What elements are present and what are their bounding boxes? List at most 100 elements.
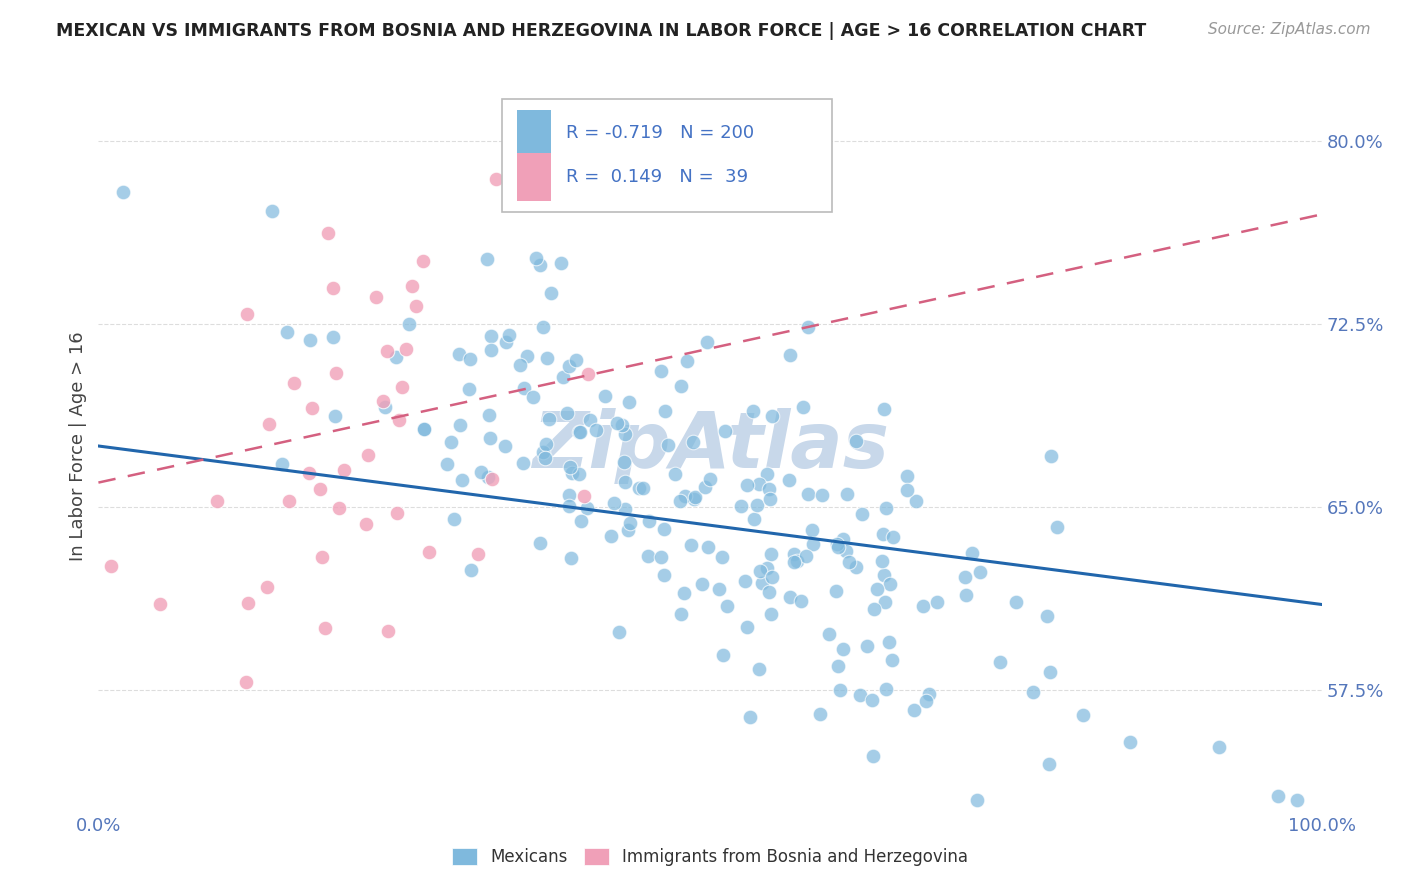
Point xyxy=(758,483,780,497)
Point xyxy=(149,597,172,611)
Point xyxy=(879,577,901,591)
Point xyxy=(831,641,853,656)
Point xyxy=(695,480,717,494)
Point xyxy=(714,425,737,439)
Point xyxy=(654,404,676,418)
Point xyxy=(699,472,721,486)
Point xyxy=(696,334,718,349)
Point xyxy=(827,540,849,554)
Point xyxy=(418,544,440,558)
Point xyxy=(912,599,935,613)
Point xyxy=(561,467,583,481)
Point xyxy=(756,467,779,481)
Point xyxy=(333,463,356,477)
Point xyxy=(607,624,630,639)
Point xyxy=(322,281,344,295)
Point xyxy=(711,648,734,662)
Point xyxy=(873,568,896,582)
Point xyxy=(401,278,423,293)
Point xyxy=(862,748,884,763)
Point xyxy=(111,185,134,199)
Point xyxy=(395,342,418,356)
Y-axis label: In Labor Force | Age > 16: In Labor Force | Age > 16 xyxy=(69,331,87,561)
Point xyxy=(328,500,350,515)
Point xyxy=(513,381,536,395)
Point xyxy=(747,498,769,512)
Point xyxy=(664,467,686,481)
Point xyxy=(650,550,672,565)
Point xyxy=(783,547,806,561)
Point xyxy=(436,457,458,471)
Point xyxy=(742,403,765,417)
Point xyxy=(650,364,672,378)
Point xyxy=(308,482,330,496)
Point xyxy=(576,368,599,382)
Bar xyxy=(502,99,832,212)
Point xyxy=(585,423,607,437)
Point xyxy=(955,588,977,602)
Point xyxy=(619,516,641,530)
Point xyxy=(1208,739,1230,754)
Point xyxy=(903,703,925,717)
Point xyxy=(896,469,918,483)
Point xyxy=(565,353,588,368)
Point xyxy=(915,693,938,707)
Point xyxy=(828,683,851,698)
Point xyxy=(457,382,479,396)
Point xyxy=(322,329,344,343)
Point xyxy=(278,494,301,508)
Point xyxy=(531,445,554,459)
Point xyxy=(749,564,772,578)
Point xyxy=(875,681,897,696)
Point xyxy=(593,389,616,403)
Point xyxy=(271,457,294,471)
Point xyxy=(412,254,434,268)
Point xyxy=(794,549,817,563)
Point xyxy=(575,500,598,515)
Point xyxy=(709,582,731,596)
Point xyxy=(669,379,692,393)
Point xyxy=(560,459,582,474)
Point xyxy=(529,536,551,550)
Point xyxy=(236,596,259,610)
Text: Source: ZipAtlas.com: Source: ZipAtlas.com xyxy=(1208,22,1371,37)
Point xyxy=(797,320,820,334)
Point xyxy=(325,409,347,423)
Point xyxy=(371,394,394,409)
Point xyxy=(838,555,860,569)
Point xyxy=(751,576,773,591)
Point xyxy=(735,620,758,634)
Point xyxy=(735,478,758,492)
Point xyxy=(318,226,340,240)
Point xyxy=(756,561,779,575)
Point xyxy=(779,590,801,604)
Point xyxy=(1004,595,1026,609)
Point xyxy=(617,395,640,409)
Point xyxy=(449,417,471,432)
Point xyxy=(927,595,949,609)
Point xyxy=(205,493,228,508)
Point xyxy=(783,555,806,569)
Point xyxy=(260,204,283,219)
Point xyxy=(1039,665,1062,679)
Point xyxy=(800,523,823,537)
Point xyxy=(413,422,436,436)
Point xyxy=(276,325,298,339)
Point xyxy=(748,476,770,491)
Point xyxy=(690,577,713,591)
Point xyxy=(1046,519,1069,533)
Point xyxy=(301,401,323,415)
Point xyxy=(533,451,555,466)
Point xyxy=(568,425,591,439)
Point xyxy=(824,584,846,599)
Point xyxy=(529,259,551,273)
Point xyxy=(538,411,561,425)
Point xyxy=(808,707,831,722)
Point xyxy=(405,299,427,313)
Text: MEXICAN VS IMMIGRANTS FROM BOSNIA AND HERZEGOVINA IN LABOR FORCE | AGE > 16 CORR: MEXICAN VS IMMIGRANTS FROM BOSNIA AND HE… xyxy=(56,22,1146,40)
Point xyxy=(882,530,904,544)
Point xyxy=(550,256,572,270)
Point xyxy=(633,481,655,495)
Text: R =  0.149   N =  39: R = 0.149 N = 39 xyxy=(565,168,748,186)
Point xyxy=(832,532,855,546)
